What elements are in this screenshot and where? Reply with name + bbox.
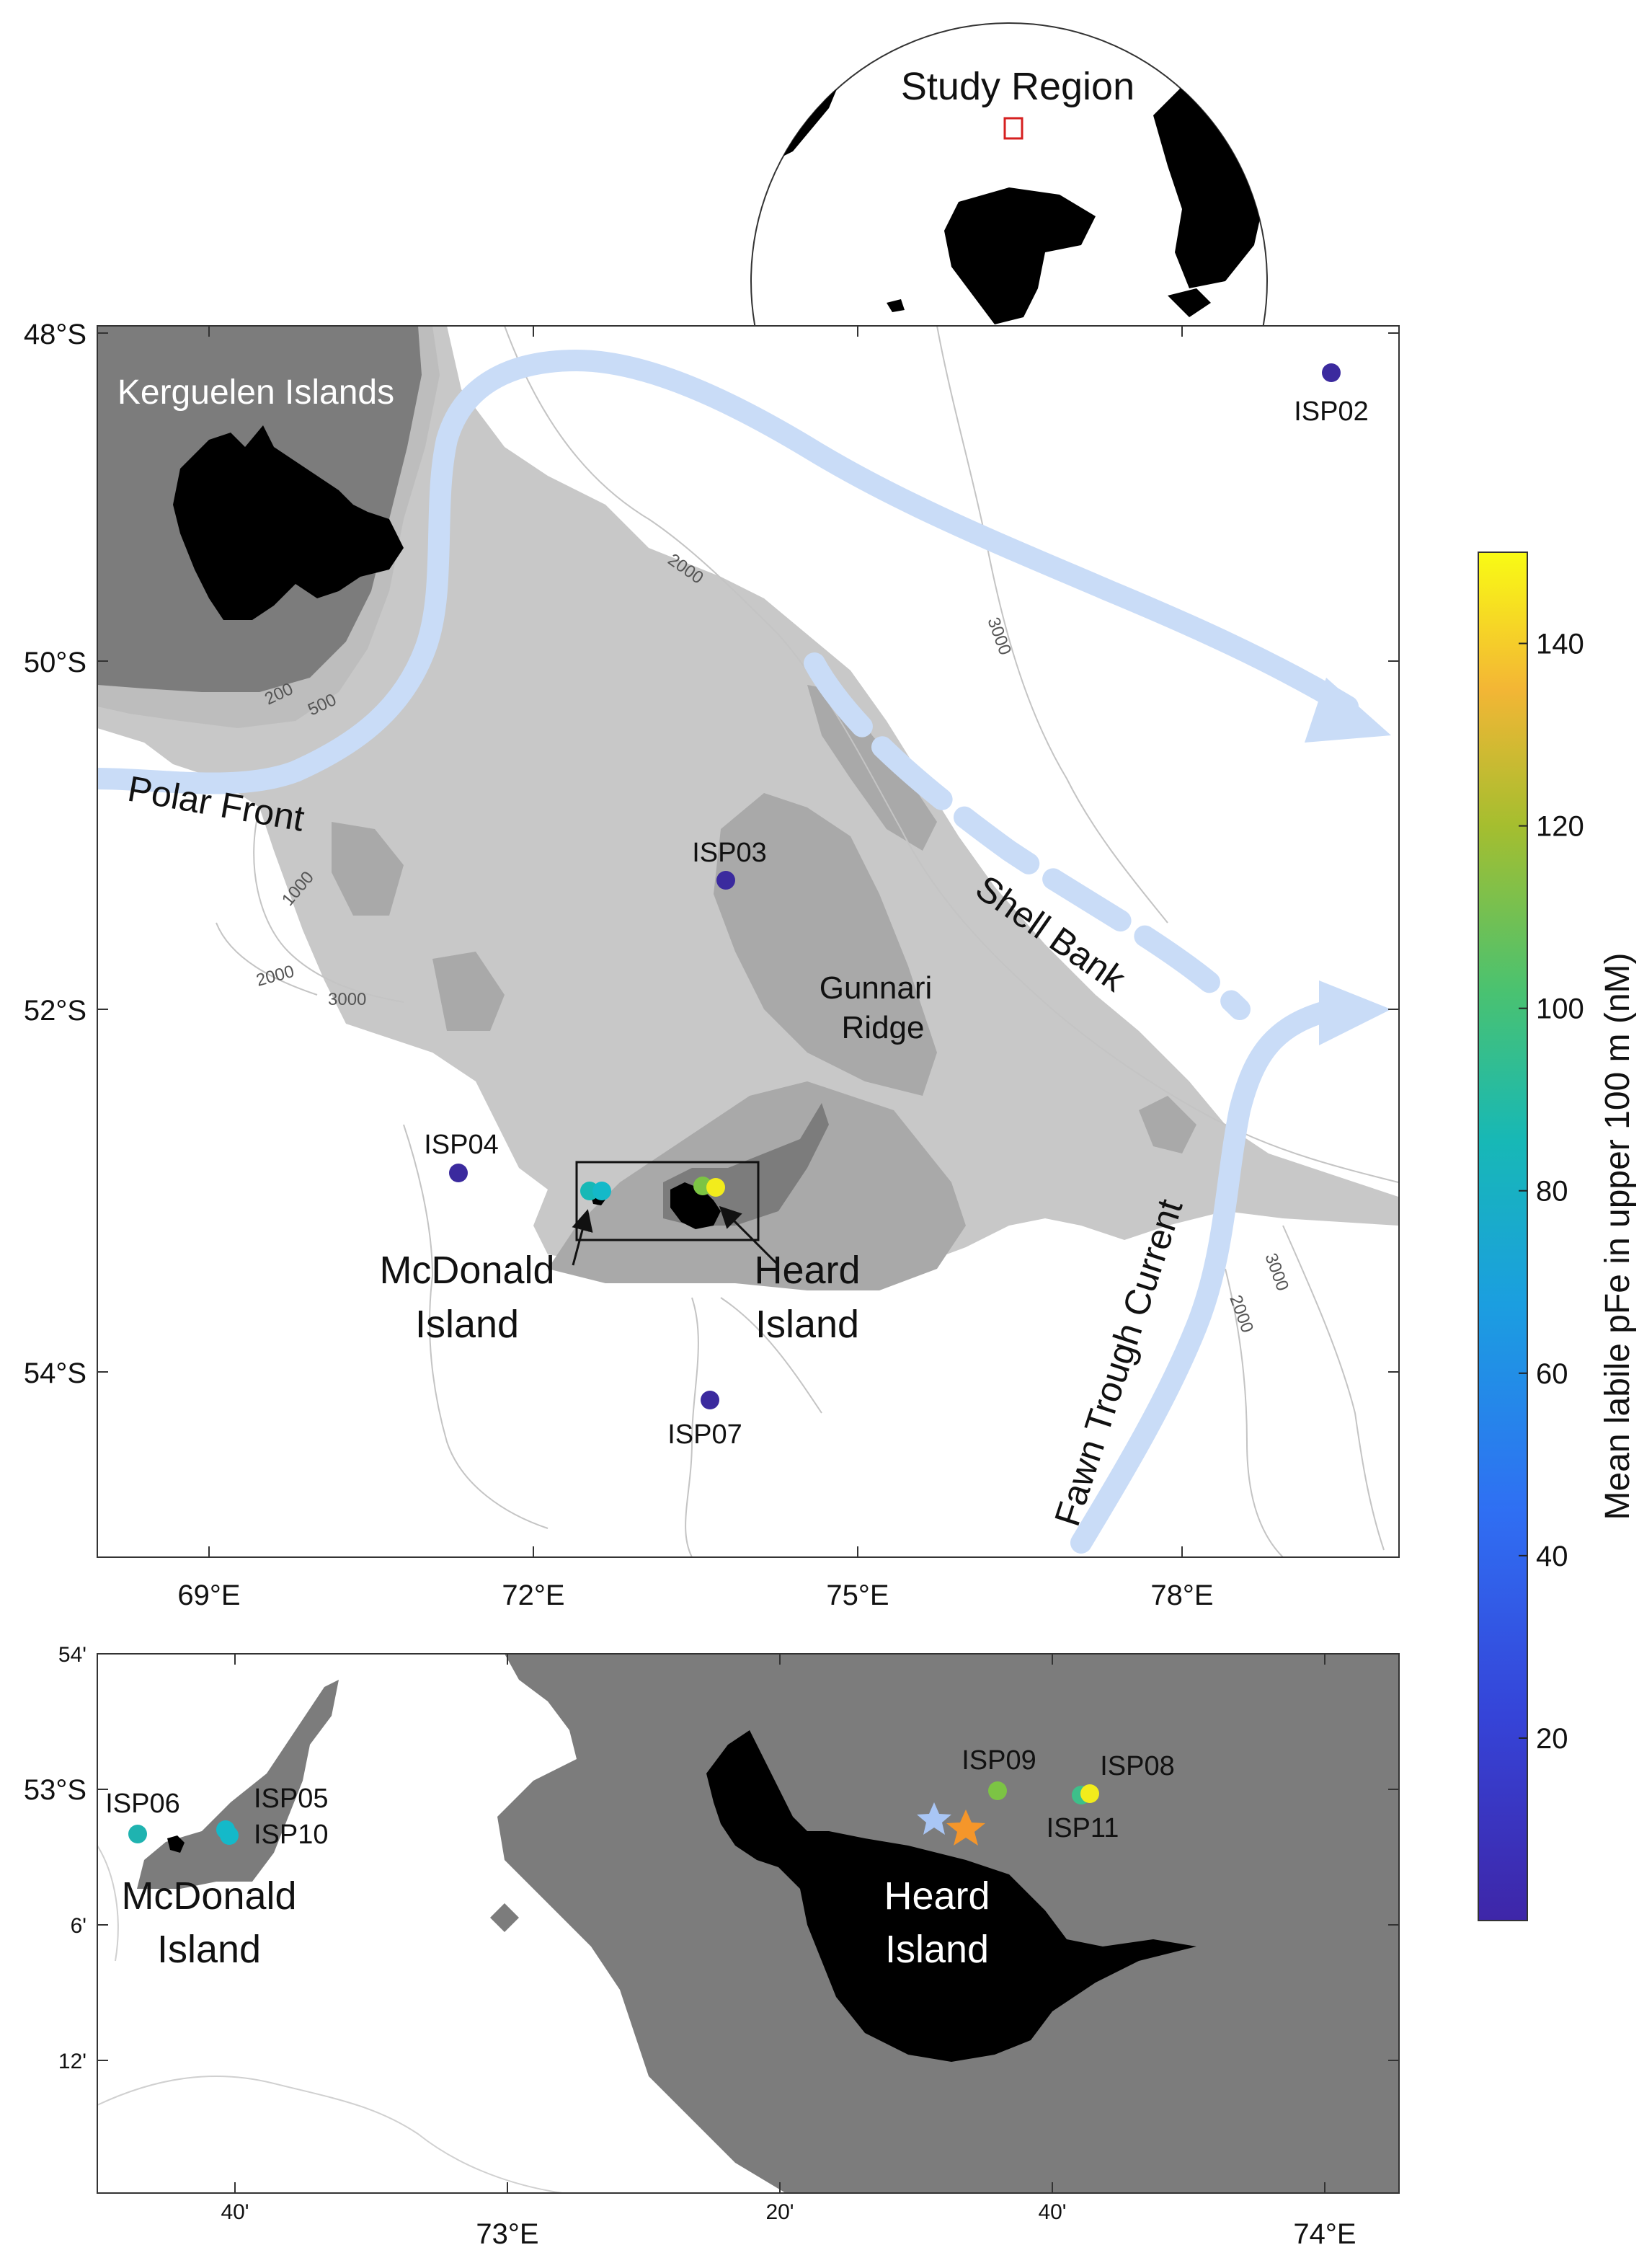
zoom-lat-tick-12min: 12' bbox=[58, 2050, 86, 2073]
label-gunnari-1: Gunnari bbox=[820, 970, 933, 1006]
main-map-frame bbox=[97, 325, 1400, 1558]
station-isp07-marker bbox=[701, 1391, 719, 1409]
mcdonald-shelf bbox=[137, 1680, 339, 1889]
svg-text:3000: 3000 bbox=[328, 990, 366, 1009]
label-mcdonald-2: Island bbox=[415, 1303, 519, 1346]
colorbar-ticks: 20 40 60 80 100 120 140 bbox=[1519, 629, 1584, 1755]
polar-front-current bbox=[97, 349, 1359, 794]
zoom-label-heard-1: Heard bbox=[884, 1874, 990, 1918]
main-lon-axis: 69°E 72°E 75°E 78°E bbox=[177, 326, 1214, 1611]
gunnari-ridge-shoal bbox=[714, 793, 937, 1096]
colorbar-tick-label: 140 bbox=[1536, 629, 1584, 660]
heard-island-zoom-land bbox=[706, 1730, 1196, 2062]
label-mcdonald-1: McDonald bbox=[379, 1249, 554, 1292]
label-heard-2: Island bbox=[755, 1303, 859, 1346]
zoom-station-isp05-label: ISP05 bbox=[254, 1784, 329, 1814]
northeast-banks bbox=[807, 685, 937, 851]
inset-title: Study Region bbox=[901, 65, 1134, 108]
zoom-stations: ISP06 ISP05 ISP10 ISP09 ISP08 ISP11 bbox=[105, 1745, 1175, 1850]
main-lon-tick-72: 72°E bbox=[502, 1580, 564, 1611]
zoom-label-heard-2: Island bbox=[885, 1928, 989, 1971]
zoom-lat-tick-6min: 6' bbox=[71, 1914, 86, 1938]
mcdonald-cluster-marker-2 bbox=[592, 1182, 611, 1200]
star-marker-orange bbox=[946, 1810, 985, 1846]
station-isp04-label: ISP04 bbox=[424, 1130, 499, 1160]
label-gunnari-2: Ridge bbox=[842, 1010, 925, 1045]
zoom-station-isp08-marker bbox=[1080, 1784, 1099, 1803]
main-lat-tick-52: 52°S bbox=[24, 995, 86, 1027]
mcdonald-island-zoom-land bbox=[167, 1835, 185, 1853]
polar-front-arrowhead bbox=[1305, 678, 1391, 743]
plateau-shallow bbox=[97, 326, 1398, 1283]
colorbar-tick-label: 120 bbox=[1536, 811, 1584, 843]
fawn-arrowhead bbox=[1319, 980, 1391, 1045]
polar-shelf-shoal bbox=[332, 822, 404, 916]
main-lon-tick-78: 78°E bbox=[1150, 1580, 1213, 1611]
main-map: 200 500 1000 2000 3000 2000 3000 2000 30… bbox=[24, 319, 1400, 1611]
heard-cluster-marker-2 bbox=[706, 1178, 725, 1197]
zoom-lon-tick-73: 73°E bbox=[476, 2218, 538, 2250]
colorbar-tick-label: 40 bbox=[1536, 1541, 1568, 1572]
main-lat-tick-50: 50°S bbox=[24, 647, 86, 678]
main-lon-tick-75: 75°E bbox=[826, 1580, 889, 1611]
fawn-trough-current bbox=[1070, 998, 1344, 1554]
zoom-map-frame bbox=[97, 1653, 1400, 2194]
zoom-station-isp09-marker bbox=[988, 1781, 1007, 1800]
zoom-station-isp06-label: ISP06 bbox=[105, 1789, 180, 1819]
zoom-label-mcdonald-2: Island bbox=[157, 1928, 261, 1971]
heard-island-land bbox=[670, 1182, 721, 1229]
arrow-mcdonald bbox=[572, 1209, 593, 1266]
zoom-label-mcdonald-1: McDonald bbox=[121, 1874, 296, 1918]
zoom-lon-tick-20: 20' bbox=[765, 2200, 794, 2224]
kerguelen-islands-land bbox=[173, 425, 404, 620]
shell-bank-current bbox=[804, 652, 1251, 1020]
colorbar-tick-label: 80 bbox=[1536, 1176, 1568, 1208]
station-isp07-label: ISP07 bbox=[667, 1419, 742, 1450]
label-heard-1: Heard bbox=[754, 1249, 860, 1292]
west-shoal bbox=[432, 952, 505, 1031]
zoom-station-isp08-label: ISP08 bbox=[1100, 1751, 1175, 1781]
study-region-box bbox=[1003, 117, 1023, 140]
colorbar: 20 40 60 80 100 120 140 Mean labile pFe in upp… bbox=[1478, 552, 1637, 1921]
zoom-station-isp11-label: ISP11 bbox=[1047, 1813, 1119, 1843]
zoom-lon-tick-40b: 40' bbox=[1038, 2200, 1066, 2224]
zoom-lon-tick-40a: 40' bbox=[221, 2200, 249, 2224]
colorbar-tick-label: 60 bbox=[1536, 1358, 1568, 1390]
zoom-station-isp09-label: ISP09 bbox=[962, 1745, 1036, 1776]
station-isp02-marker bbox=[1322, 363, 1341, 382]
zoom-station-isp10-marker bbox=[220, 1826, 239, 1845]
station-isp03-label: ISP03 bbox=[692, 838, 767, 868]
zoom-station-isp06-marker bbox=[128, 1825, 147, 1843]
zoom-lon-axis: 40' 73°E 20' 40' 74°E bbox=[221, 1654, 1356, 2250]
station-isp04-marker bbox=[449, 1164, 468, 1182]
main-lon-tick-69: 69°E bbox=[177, 1580, 240, 1611]
zoom-map: ISP06 ISP05 ISP10 ISP09 ISP08 ISP11 McDo… bbox=[24, 1643, 1400, 2250]
heard-shelf-lobe bbox=[490, 1903, 519, 1932]
ocean-currents bbox=[97, 349, 1359, 1554]
colorbar-gradient bbox=[1478, 552, 1528, 1921]
colorbar-tick-label: 20 bbox=[1536, 1723, 1568, 1755]
zoom-lat-tick-53: 53°S bbox=[24, 1774, 86, 1806]
zoom-lat-axis: 54' 53°S 6' 12' bbox=[24, 1643, 1399, 2073]
label-kerguelen: Kerguelen Islands bbox=[117, 373, 394, 412]
zoom-isobath-lines bbox=[97, 1845, 563, 2193]
colorbar-tick-label: 100 bbox=[1536, 993, 1584, 1025]
zoom-lat-tick-54min: 54' bbox=[58, 1643, 86, 1667]
heard-mcdonald-box bbox=[575, 1161, 760, 1241]
isobath-lines bbox=[216, 326, 1399, 1557]
colorbar-label: Mean labile pFe in upper 100 m (nM) bbox=[1599, 952, 1637, 1520]
zoom-station-isp10-label: ISP10 bbox=[254, 1820, 329, 1850]
station-isp03-marker bbox=[716, 871, 735, 890]
main-stations: ISP02 ISP03 ISP04 ISP07 bbox=[424, 363, 1369, 1450]
fawn-banks bbox=[1139, 1096, 1196, 1153]
zoom-lon-tick-74: 74°E bbox=[1293, 2218, 1356, 2250]
station-isp02-label: ISP02 bbox=[1294, 397, 1369, 427]
main-lat-tick-48: 48°S bbox=[24, 319, 86, 350]
main-lat-axis: 48°S 50°S 52°S 54°S bbox=[24, 319, 1399, 1389]
star-marker-light-blue bbox=[917, 1802, 951, 1835]
arrow-heard bbox=[719, 1205, 780, 1267]
main-lat-tick-54: 54°S bbox=[24, 1357, 86, 1389]
